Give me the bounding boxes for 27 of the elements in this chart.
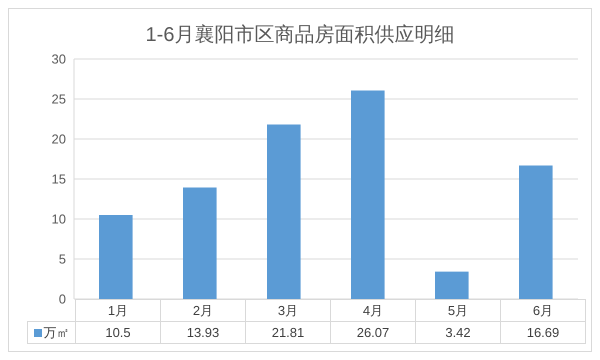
x-tick-label: 4月 bbox=[330, 300, 416, 322]
x-tick-label: 6月 bbox=[500, 300, 586, 322]
data-label: 10.5 bbox=[76, 322, 160, 344]
bar bbox=[267, 124, 301, 299]
bar bbox=[99, 215, 133, 299]
data-label: 16.69 bbox=[500, 322, 586, 344]
bar bbox=[351, 90, 385, 299]
data-label: 26.07 bbox=[330, 322, 416, 344]
data-label: 21.81 bbox=[246, 322, 330, 344]
y-tick-label: 15 bbox=[52, 172, 66, 187]
y-tick-label: 5 bbox=[58, 252, 66, 267]
y-tick-label: 0 bbox=[58, 292, 66, 307]
legend-label: 万㎡ bbox=[28, 322, 76, 344]
x-tick-label: 2月 bbox=[160, 300, 246, 322]
data-label: 3.42 bbox=[416, 322, 500, 344]
x-tick-label: 5月 bbox=[416, 300, 500, 322]
data-label: 13.93 bbox=[160, 322, 246, 344]
bar bbox=[183, 188, 217, 299]
x-tick-label: 1月 bbox=[76, 300, 160, 322]
chart-title: 1-6月襄阳市区商品房面积供应明细 bbox=[144, 23, 456, 48]
x-tick-label: 3月 bbox=[246, 300, 330, 322]
y-tick-label: 30 bbox=[52, 52, 66, 67]
y-tick-label: 10 bbox=[52, 212, 66, 227]
y-tick-label: 25 bbox=[52, 92, 66, 107]
bar bbox=[435, 272, 469, 299]
bar bbox=[519, 165, 553, 299]
y-tick-label: 20 bbox=[52, 132, 66, 147]
